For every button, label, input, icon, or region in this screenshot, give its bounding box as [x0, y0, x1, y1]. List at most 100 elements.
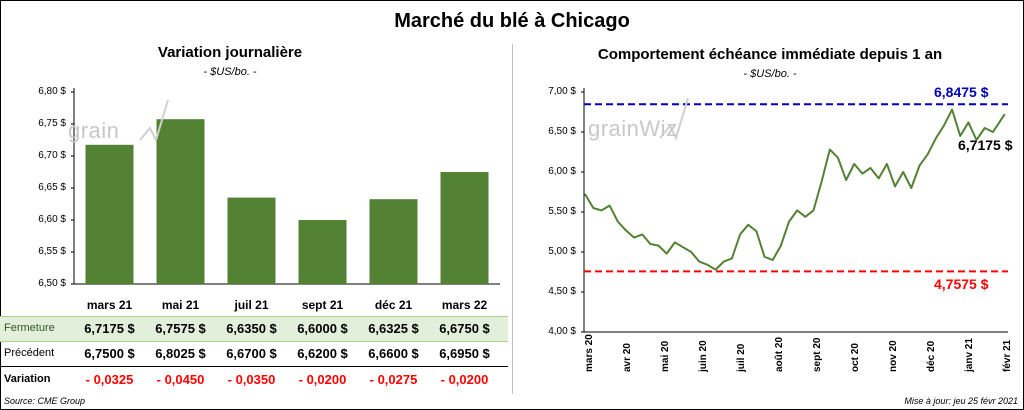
price-point	[755, 230, 758, 232]
high-annotation: 6,8475 $	[934, 84, 989, 100]
table-divider	[0, 366, 508, 367]
price-point	[641, 233, 644, 236]
bar-juil-21	[227, 197, 276, 284]
right-y-tick-label: 4,50 $	[548, 286, 576, 297]
page-title: Marché du blé à Chicago	[394, 10, 630, 32]
close-value: 6,6000 $	[297, 321, 348, 336]
price-point	[649, 243, 652, 245]
price-point	[869, 167, 872, 169]
price-point	[828, 148, 831, 151]
right-x-tick-label: nov 20	[888, 340, 899, 372]
update-note: Mise à jour: jeu 25 févr 2021	[904, 396, 1018, 406]
category-label: juil 21	[234, 298, 269, 312]
price-point	[1003, 113, 1006, 116]
bar-mai-21	[156, 119, 205, 284]
right-x-tick-label: août 20	[774, 336, 785, 372]
price-point	[600, 209, 603, 212]
watermark-mark-right	[659, 97, 689, 141]
price-point	[804, 216, 807, 218]
prev-value: 6,8025 $	[155, 346, 206, 361]
watermark-mark	[139, 99, 169, 143]
price-point	[910, 187, 913, 189]
variation-value: - 0,0275	[369, 372, 418, 387]
price-point	[608, 204, 611, 207]
left-chart-unit: - $US/bo. -	[203, 66, 257, 78]
prev-row: Précédent 6,7500 $ 6,8025 $ 6,6700 $ 6,6200…	[0, 342, 508, 366]
close-value: 6,6325 $	[368, 321, 419, 336]
variation-value: - 0,0325	[85, 372, 134, 387]
price-series-line	[584, 108, 1006, 271]
prev-value: 6,6700 $	[226, 346, 277, 361]
close-value: 6,7175 $	[84, 321, 135, 336]
category-label: mars 22	[441, 298, 488, 312]
close-value: 6,6350 $	[226, 321, 277, 336]
right-chart-unit: - $US/bo. -	[743, 68, 797, 80]
close-value: 6,7575 $	[155, 321, 206, 336]
right-x-tick-label: juil 20	[736, 343, 747, 372]
price-point	[763, 255, 766, 258]
panel-divider	[512, 44, 513, 394]
var-row-label: Variation	[4, 373, 51, 385]
price-point	[918, 164, 921, 167]
right-chart-title: Comportement échéance immédiate depuis 1…	[597, 46, 943, 63]
left-y-tick-label: 6,50 $	[38, 278, 66, 289]
left-y-tick-label: 6,65 $	[38, 182, 66, 193]
price-point	[706, 264, 709, 266]
left-y-tick-label: 6,75 $	[38, 118, 66, 129]
watermark-logo: grain	[68, 118, 120, 143]
right-x-tick-label: juin 20	[698, 340, 709, 372]
price-point	[698, 260, 701, 263]
prev-row-label: Précédent	[4, 347, 55, 359]
right-x-tick-label: déc 20	[926, 340, 937, 372]
close-row: Fermeture 6,7175 $ 6,7575 $ 6,6350 $ 6,6000…	[0, 316, 508, 342]
price-point	[886, 163, 888, 165]
price-point	[983, 127, 986, 129]
watermark-logo-right: grainWiz	[588, 116, 678, 141]
right-y-tick-label: 6,50 $	[548, 126, 576, 137]
right-x-tick-label: mai 20	[660, 340, 671, 372]
price-point	[584, 193, 586, 196]
price-point	[780, 244, 782, 247]
right-y-tick-label: 5,50 $	[548, 206, 576, 217]
left-bar-chart	[71, 88, 500, 285]
right-x-tick-label: avr 20	[622, 343, 633, 372]
price-point	[633, 236, 635, 239]
price-point	[877, 177, 880, 180]
price-point	[796, 209, 798, 212]
var-row: Variation - 0,0325 - 0,0450 - 0,0350 - 0,02…	[0, 368, 508, 392]
price-point	[853, 163, 856, 165]
category-label: sept 21	[301, 298, 344, 312]
prev-value: 6,6600 $	[368, 346, 419, 361]
right-x-tick-label: févr 21	[1002, 339, 1013, 372]
price-point	[837, 156, 839, 159]
right-x-tick-label: sept 20	[812, 337, 823, 372]
variation-value: - 0,0200	[298, 372, 347, 387]
prev-value: 6,6950 $	[439, 346, 490, 361]
price-point	[771, 259, 774, 261]
left-chart-title: Variation journalière	[157, 44, 303, 61]
bar-mars-22	[440, 172, 489, 284]
prev-value: 6,6200 $	[297, 346, 348, 361]
right-y-tick-label: 7,00 $	[548, 86, 576, 97]
price-point	[992, 131, 994, 133]
last-annotation: 6,7175 $	[958, 137, 1013, 153]
category-label: mars 21	[86, 298, 133, 312]
right-x-tick-label: oct 20	[850, 343, 861, 372]
low-annotation: 4,7575 $	[934, 276, 989, 292]
variation-value: - 0,0350	[227, 372, 276, 387]
right-y-tick-label: 6,00 $	[548, 166, 576, 177]
left-y-tick-label: 6,80 $	[38, 86, 66, 97]
price-point	[625, 229, 627, 232]
bar-sept-21	[298, 220, 347, 284]
left-y-tick-label: 6,70 $	[38, 150, 66, 161]
price-point	[861, 172, 864, 175]
price-point	[722, 260, 725, 263]
close-value: 6,6750 $	[439, 321, 490, 336]
right-x-tick-label: janv 21	[964, 338, 975, 372]
price-point	[674, 241, 676, 244]
right-x-tick-label: mars 20	[584, 334, 595, 372]
category-label: déc 21	[374, 298, 413, 312]
price-point	[959, 135, 962, 137]
price-point	[926, 153, 929, 156]
price-point	[682, 246, 684, 248]
